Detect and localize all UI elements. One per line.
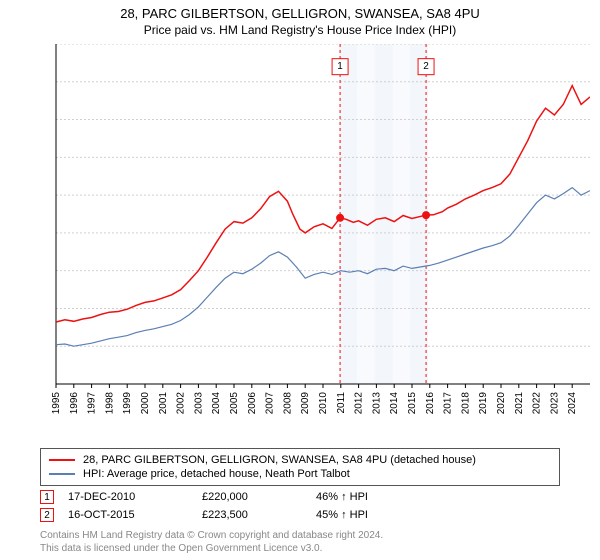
x-tick-label: 2020 [496, 392, 507, 414]
sale-date: 16-OCT-2015 [68, 509, 188, 521]
x-tick-label: 2021 [514, 392, 525, 414]
x-tick-label: 2023 [549, 392, 560, 414]
series-hpi [56, 188, 590, 347]
sale-row: 2 16-OCT-2015 £223,500 45% ↑ HPI [40, 506, 426, 524]
sale-marker-dot [422, 211, 430, 219]
sale-marker-number: 2 [423, 61, 429, 72]
ownership-band [339, 44, 357, 384]
x-tick-label: 1998 [104, 392, 115, 414]
chart-container: 28, PARC GILBERTSON, GELLIGRON, SWANSEA,… [0, 0, 600, 560]
sale-date: 17-DEC-2010 [68, 491, 188, 503]
sale-price: £220,000 [202, 491, 302, 503]
x-tick-label: 2019 [478, 392, 489, 414]
x-tick-label: 2004 [211, 392, 222, 414]
x-tick-label: 2006 [247, 392, 258, 414]
sale-pct: 45% ↑ HPI [316, 509, 426, 521]
legend-label: 28, PARC GILBERTSON, GELLIGRON, SWANSEA,… [83, 454, 476, 466]
legend: 28, PARC GILBERTSON, GELLIGRON, SWANSEA,… [40, 448, 560, 486]
x-tick-label: 2024 [567, 392, 578, 414]
x-tick-label: 2010 [318, 392, 329, 414]
x-tick-label: 1999 [122, 392, 133, 414]
attribution: Contains HM Land Registry data © Crown c… [40, 529, 383, 555]
chart-plot-area: £0£50K£100K£150K£200K£250K£300K£350K£400… [50, 44, 590, 414]
legend-swatch [49, 459, 75, 461]
ownership-band [375, 44, 393, 384]
x-tick-label: 2000 [140, 392, 151, 414]
sales-table: 1 17-DEC-2010 £220,000 46% ↑ HPI 2 16-OCT-201… [40, 488, 426, 524]
x-tick-label: 2018 [460, 392, 471, 414]
sale-pct: 46% ↑ HPI [316, 491, 426, 503]
attribution-line1: Contains HM Land Registry data © Crown c… [40, 529, 383, 542]
x-tick-label: 2003 [193, 392, 204, 414]
x-tick-label: 2014 [389, 392, 400, 414]
x-tick-label: 2005 [229, 392, 240, 414]
x-tick-label: 2017 [443, 392, 454, 414]
sale-price: £223,500 [202, 509, 302, 521]
x-tick-label: 2022 [532, 392, 543, 414]
series-property [56, 86, 590, 322]
x-tick-label: 1997 [87, 392, 98, 414]
chart-title: 28, PARC GILBERTSON, GELLIGRON, SWANSEA,… [0, 0, 600, 21]
x-tick-label: 2013 [371, 392, 382, 414]
sale-row: 1 17-DEC-2010 £220,000 46% ↑ HPI [40, 488, 426, 506]
sale-row-marker: 2 [40, 508, 54, 522]
x-tick-label: 2001 [158, 392, 169, 414]
sale-marker-number: 1 [337, 61, 343, 72]
sale-row-marker: 1 [40, 490, 54, 504]
chart-svg: £0£50K£100K£150K£200K£250K£300K£350K£400… [50, 44, 590, 414]
x-tick-label: 2012 [354, 392, 365, 414]
x-tick-label: 2002 [176, 392, 187, 414]
x-tick-label: 2009 [300, 392, 311, 414]
legend-label: HPI: Average price, detached house, Neat… [83, 468, 350, 480]
x-tick-label: 2011 [336, 392, 347, 414]
x-tick-label: 2008 [282, 392, 293, 414]
sale-marker-dot [336, 214, 344, 222]
x-tick-label: 2016 [425, 392, 436, 414]
attribution-line2: This data is licensed under the Open Gov… [40, 542, 383, 555]
chart-subtitle: Price paid vs. HM Land Registry's House … [0, 21, 600, 37]
ownership-band [392, 44, 410, 384]
x-tick-label: 1995 [51, 392, 62, 414]
legend-row: HPI: Average price, detached house, Neat… [49, 467, 551, 481]
legend-swatch [49, 473, 75, 475]
legend-row: 28, PARC GILBERTSON, GELLIGRON, SWANSEA,… [49, 453, 551, 467]
x-tick-label: 2015 [407, 392, 418, 414]
x-tick-label: 2007 [265, 392, 276, 414]
x-tick-label: 1996 [69, 392, 80, 414]
ownership-band [357, 44, 375, 384]
